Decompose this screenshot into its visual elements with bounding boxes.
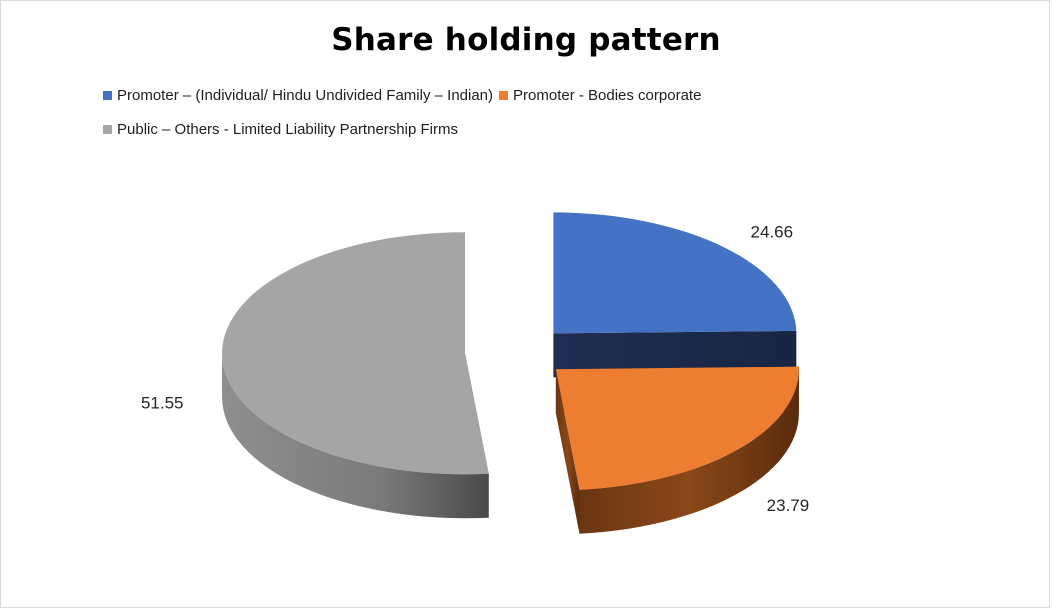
slice-promoter-bodies-corporate-side xyxy=(579,369,799,534)
slice-promoter-individual xyxy=(553,212,797,378)
legend-swatch-blue xyxy=(103,90,112,100)
slice-public-llp-top xyxy=(222,232,489,475)
legend-swatch-orange xyxy=(499,90,509,100)
slice-promoter-bodies-corporate xyxy=(555,366,799,534)
data-label-promoter-individual: 24.66 xyxy=(751,223,794,242)
slice-public-llp-side xyxy=(222,353,489,519)
slice-promoter-individual-wall-end xyxy=(553,330,797,378)
legend-item-promoter-bodies-corporate: Promoter - Bodies corporate xyxy=(499,87,701,104)
legend-label-promoter-individual: Promoter – (Individual/ Hindu Undivided … xyxy=(117,86,494,104)
slice-promoter-bodies-corporate-wall-end xyxy=(555,369,580,534)
pie-data-labels: 24.66 23.79 51.55 xyxy=(141,223,809,515)
slice-public-llp xyxy=(222,232,489,519)
legend-row-2: Public – Others - Limited Liability Part… xyxy=(103,120,1003,138)
chart-title: Share holding pattern xyxy=(331,22,721,58)
legend-item-public-llp: Public – Others - Limited Liability Part… xyxy=(103,121,458,138)
chart-legend: Promoter – (Individual/ Hindu Undivided … xyxy=(103,86,1003,154)
legend-label-public-llp: Public – Others - Limited Liability Part… xyxy=(117,120,458,138)
pie-slices xyxy=(222,212,799,534)
data-label-promoter-bodies-corporate: 23.79 xyxy=(767,496,810,515)
slice-promoter-individual-top xyxy=(553,212,797,334)
slice-promoter-bodies-corporate-top xyxy=(555,366,799,490)
legend-swatch-gray xyxy=(103,124,112,134)
data-label-public-llp: 51.55 xyxy=(141,394,184,413)
legend-label-promoter-bodies-corporate: Promoter - Bodies corporate xyxy=(513,86,702,104)
legend-row-1: Promoter – (Individual/ Hindu Undivided … xyxy=(103,86,1003,104)
legend-item-promoter-individual: Promoter – (Individual/ Hindu Undivided … xyxy=(103,87,493,104)
